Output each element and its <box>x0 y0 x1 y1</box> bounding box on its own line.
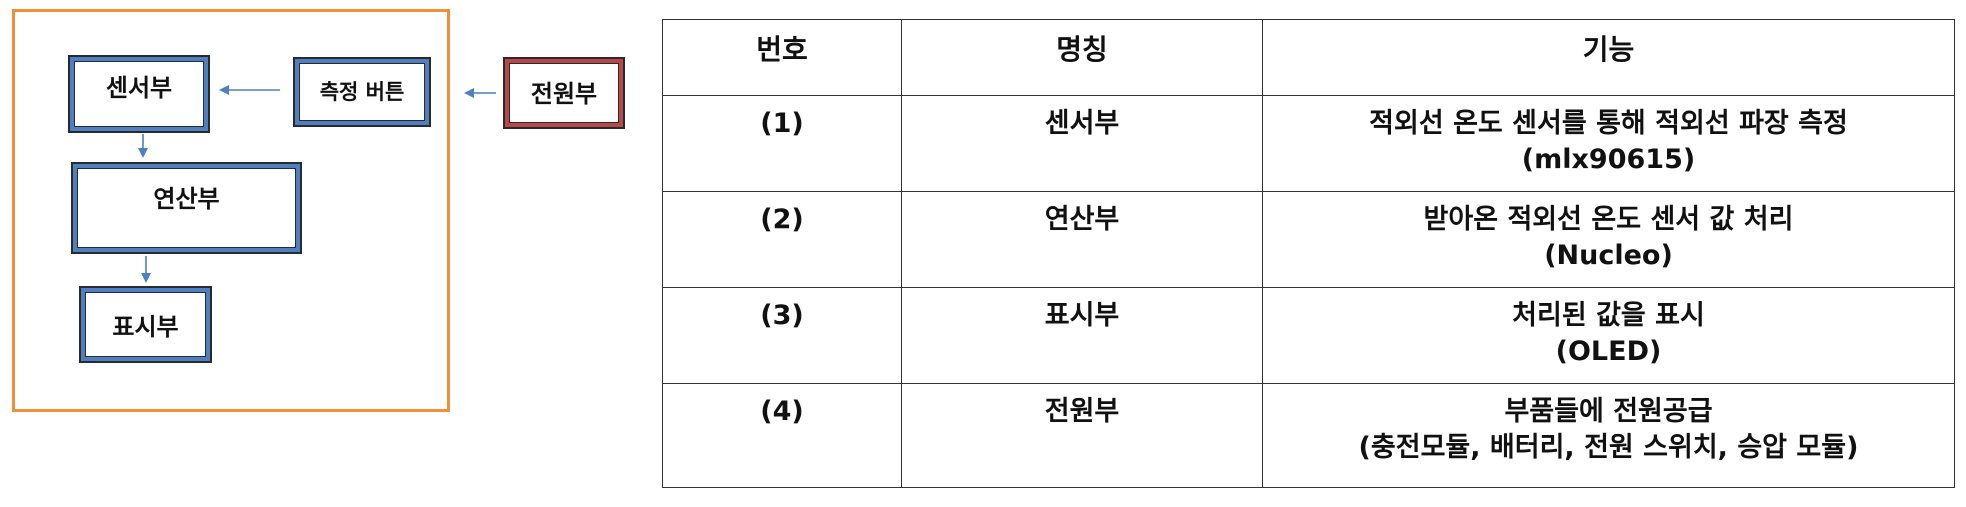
sensor-block-inner: 센서부 <box>74 61 204 127</box>
table-row: (3) 표시부 처리된 값을 표시 (OLED) <box>662 287 1955 384</box>
row-function: 적외선 온도 센서를 통해 적외선 파장 측정 (mlx90615) <box>1262 95 1955 192</box>
table-row: (4) 전원부 부품들에 전원공급 (충전모듈, 배터리, 전원 스위치, 승압… <box>662 383 1955 488</box>
sensor-block: 센서부 <box>68 55 210 133</box>
header-number: 번호 <box>662 19 902 96</box>
row-function-line1: 적외선 온도 센서를 통해 적외선 파장 측정 <box>1369 108 1848 139</box>
row-number: (4) <box>662 383 902 488</box>
power-block-label: 전원부 <box>530 80 598 108</box>
header-function: 기능 <box>1262 19 1955 96</box>
power-block: 전원부 <box>503 57 625 129</box>
measure-button-block: 측정 버튼 <box>293 57 431 127</box>
row-function-line1: 부품들에 전원공급 <box>1504 396 1713 427</box>
spec-table: 번호 명칭 기능 (1) 센서부 적외선 온도 센서를 통해 적외선 파장 측정… <box>662 19 1955 488</box>
row-number: (2) <box>662 191 902 288</box>
diagram-arrows <box>138 85 496 283</box>
table-row: (1) 센서부 적외선 온도 센서를 통해 적외선 파장 측정 (mlx9061… <box>662 95 1955 192</box>
row-number: (3) <box>662 287 902 384</box>
measure-button-block-label: 측정 버튼 <box>319 80 405 104</box>
row-function-line2: (mlx90615) <box>1521 144 1696 175</box>
row-function: 받아온 적외선 온도 센서 값 처리 (Nucleo) <box>1262 191 1955 288</box>
measure-button-block-inner: 측정 버튼 <box>299 63 425 121</box>
compute-block-inner: 연산부 <box>77 168 296 248</box>
row-function: 부품들에 전원공급 (충전모듈, 배터리, 전원 스위치, 승압 모듈) <box>1262 383 1955 488</box>
row-function-line1: 처리된 값을 표시 <box>1512 300 1705 331</box>
table-header-row: 번호 명칭 기능 <box>662 19 1955 96</box>
row-function-line2: (Nucleo) <box>1544 240 1673 271</box>
row-number: (1) <box>662 95 902 192</box>
row-function: 처리된 값을 표시 (OLED) <box>1262 287 1955 384</box>
sensor-block-label: 센서부 <box>105 74 173 102</box>
table-row: (2) 연산부 받아온 적외선 온도 센서 값 처리 (Nucleo) <box>662 191 1955 288</box>
compute-block: 연산부 <box>71 162 302 254</box>
row-function-line1: 받아온 적외선 온도 센서 값 처리 <box>1423 204 1794 235</box>
diagram-frame <box>12 9 450 412</box>
row-name: 연산부 <box>901 191 1263 288</box>
row-function-line2: (OLED) <box>1555 336 1662 367</box>
display-block-label: 표시부 <box>112 313 179 341</box>
row-name: 센서부 <box>901 95 1263 192</box>
display-block-inner: 표시부 <box>85 292 206 357</box>
header-name: 명칭 <box>901 19 1263 96</box>
power-block-inner: 전원부 <box>509 63 619 123</box>
compute-block-label: 연산부 <box>153 185 220 213</box>
row-function-line2: (충전모듈, 배터리, 전원 스위치, 승압 모듈) <box>1358 432 1859 463</box>
row-name: 표시부 <box>901 287 1263 384</box>
row-name: 전원부 <box>901 383 1263 488</box>
display-block: 표시부 <box>79 286 212 363</box>
